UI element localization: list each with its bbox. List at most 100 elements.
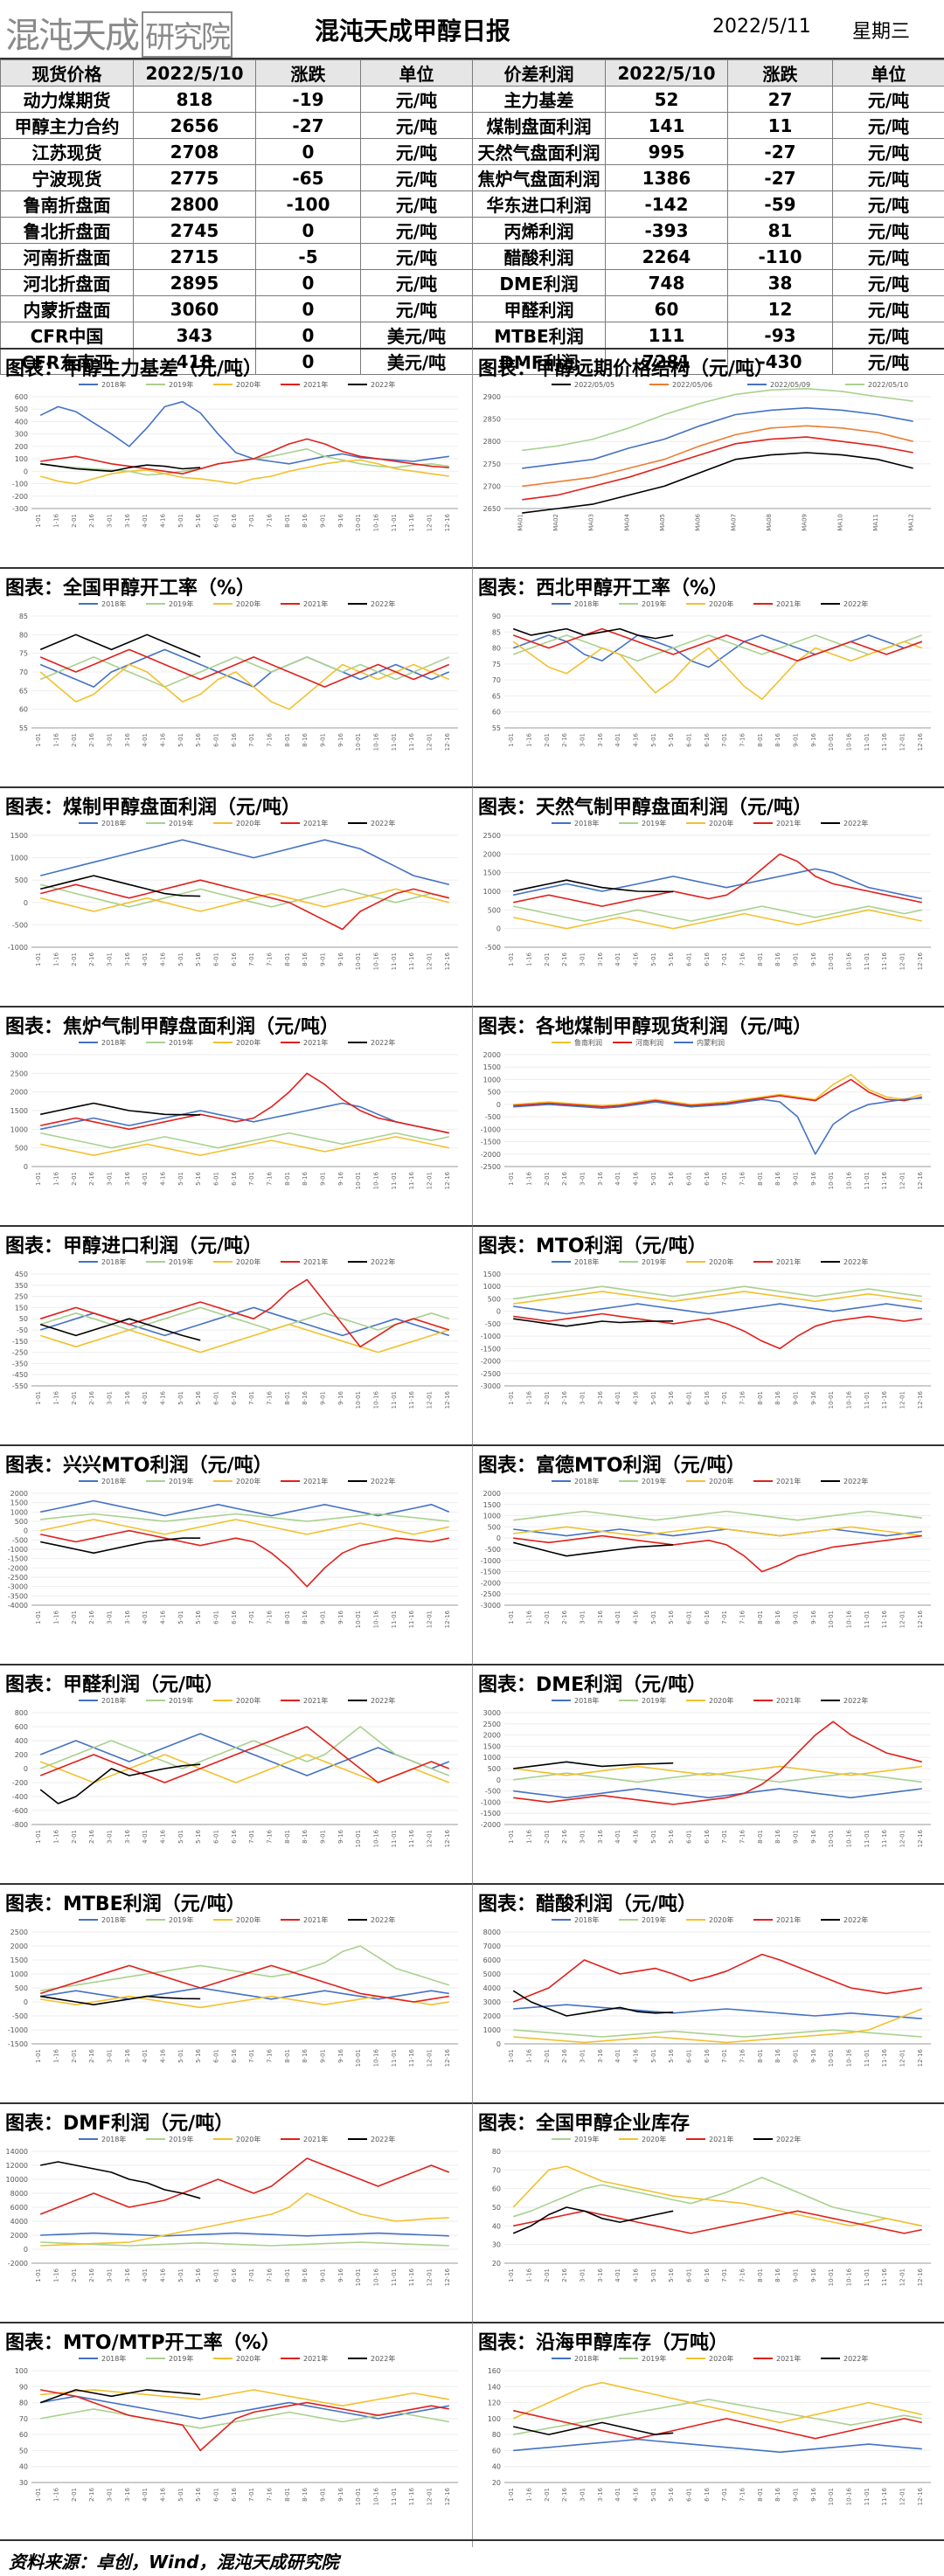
x-tick-label: 9-01	[793, 952, 800, 966]
table-cell: 27	[728, 87, 833, 113]
x-tick-label: 2-16	[88, 1829, 95, 1843]
x-tick-label: 12-16	[917, 2487, 924, 2505]
x-tick-label: 4-01	[614, 1172, 621, 1186]
x-tick-label: 1-16	[53, 1829, 60, 1843]
series-line	[513, 1291, 922, 1304]
y-tick-label: 500	[488, 1089, 501, 1097]
y-tick-label: -2000	[481, 1151, 501, 1159]
y-tick-label: 800	[15, 1709, 28, 1717]
table-cell: MTBE利润	[473, 322, 606, 349]
x-tick-label: 1-01	[35, 1172, 42, 1186]
y-tick-label: 2000	[10, 1089, 28, 1097]
x-tick-label: 3-01	[107, 1172, 114, 1186]
y-tick-label: 2750	[483, 460, 501, 468]
x-tick-label: 5-01	[650, 2268, 657, 2282]
legend-label: 2022年	[843, 1915, 868, 1924]
x-tick-label: 8-01	[284, 2268, 291, 2282]
y-tick-label: 400	[15, 418, 28, 426]
x-tick-label: 5-16	[668, 732, 675, 746]
x-tick-label: 3-16	[597, 2268, 604, 2282]
x-tick-label: 8-01	[757, 2488, 764, 2502]
x-tick-label: 12-01	[427, 2049, 434, 2067]
y-tick-label: 80	[19, 631, 28, 639]
series-line	[513, 1314, 922, 1349]
x-tick-label: 12-16	[917, 732, 924, 751]
y-tick-label: 2800	[483, 438, 501, 446]
y-tick-label: 2500	[483, 1721, 501, 1728]
x-tick-label: 10-16	[373, 732, 380, 751]
table-cell: CFR中国	[1, 322, 134, 349]
y-tick-label: -1000	[8, 944, 28, 952]
y-tick-label: -500	[485, 1788, 501, 1796]
table-cell: 元/吨	[361, 191, 473, 218]
y-tick-label: 160	[488, 2367, 501, 2375]
x-tick-label: 4-16	[160, 952, 167, 966]
y-tick-label: -500	[485, 944, 501, 952]
y-tick-label: 100	[15, 455, 28, 463]
x-tick-label: 11-01	[391, 952, 398, 970]
y-tick-label: -1500	[481, 1568, 501, 1576]
table-cell: 2715	[134, 244, 256, 270]
table-cell: 0	[256, 296, 361, 322]
x-tick-label: 10-16	[846, 1610, 853, 1628]
x-tick-label: 12-01	[427, 1172, 434, 1189]
x-tick-label: 12-16	[444, 2268, 451, 2286]
table-cell: 2022/5/10	[606, 60, 728, 87]
legend-label: 2020年	[236, 1038, 260, 1047]
x-tick-label: 2-01	[71, 1830, 78, 1844]
y-tick-label: -1500	[481, 1139, 501, 1146]
x-tick-label: 7-16	[267, 2268, 274, 2282]
y-tick-label: -2000	[481, 1579, 501, 1587]
table-cell: 343	[134, 322, 256, 349]
series-line	[40, 1279, 449, 1347]
legend-label: 2020年	[709, 2354, 733, 2363]
table-cell: 价差利润	[473, 60, 606, 87]
table-cell: 焦炉气盘面利润	[473, 165, 606, 191]
x-tick-label: MA10	[836, 514, 843, 531]
x-tick-label: 1-16	[53, 1390, 60, 1404]
report-date: 2022/5/11	[712, 16, 811, 38]
x-tick-label: 9-01	[320, 2268, 327, 2282]
x-tick-label: 6-01	[686, 1391, 693, 1405]
y-tick-label: 85	[19, 613, 28, 620]
series-line	[513, 1098, 922, 1154]
series-line	[513, 2178, 922, 2226]
x-tick-label: 8-16	[774, 732, 781, 746]
x-tick-label: 10-01	[828, 1391, 835, 1409]
table-cell: 元/吨	[833, 113, 944, 139]
x-tick-label: 9-01	[320, 1172, 327, 1186]
x-tick-label: 2-16	[88, 513, 95, 527]
y-tick-label: 7000	[483, 1942, 501, 1950]
x-tick-label: 8-16	[302, 952, 309, 966]
y-tick-label: 1000	[483, 2026, 501, 2034]
x-tick-label: 9-01	[793, 2268, 800, 2282]
legend-label: 2018年	[101, 1038, 126, 1047]
x-tick-label: 10-01	[355, 1391, 362, 1409]
x-tick-label: 2-16	[88, 1610, 95, 1624]
y-tick-label: 55	[19, 724, 28, 732]
x-tick-label: 9-01	[320, 733, 327, 747]
legend-label: 2019年	[169, 1696, 193, 1705]
x-tick-label: 9-16	[810, 1829, 817, 1843]
x-tick-label: 12-16	[444, 513, 451, 531]
x-tick-label: 11-16	[881, 952, 888, 970]
x-tick-label: 6-16	[704, 2268, 711, 2282]
x-tick-label: 12-16	[917, 1610, 924, 1628]
x-tick-label: 10-16	[373, 513, 380, 531]
x-tick-label: 8-16	[774, 2487, 781, 2501]
x-tick-label: 8-01	[757, 952, 764, 966]
y-tick-label: -500	[12, 921, 28, 929]
y-tick-label: 2000	[483, 2012, 501, 2020]
x-tick-label: 3-01	[107, 2488, 114, 2502]
x-tick-label: MA05	[659, 514, 666, 531]
x-tick-label: 1-01	[508, 1391, 515, 1405]
x-tick-label: 9-16	[337, 2268, 344, 2282]
x-tick-label: 11-01	[391, 2268, 398, 2286]
y-tick-label: -150	[12, 1338, 28, 1346]
table-cell: 38	[728, 270, 833, 296]
x-tick-label: 4-16	[160, 1171, 167, 1185]
